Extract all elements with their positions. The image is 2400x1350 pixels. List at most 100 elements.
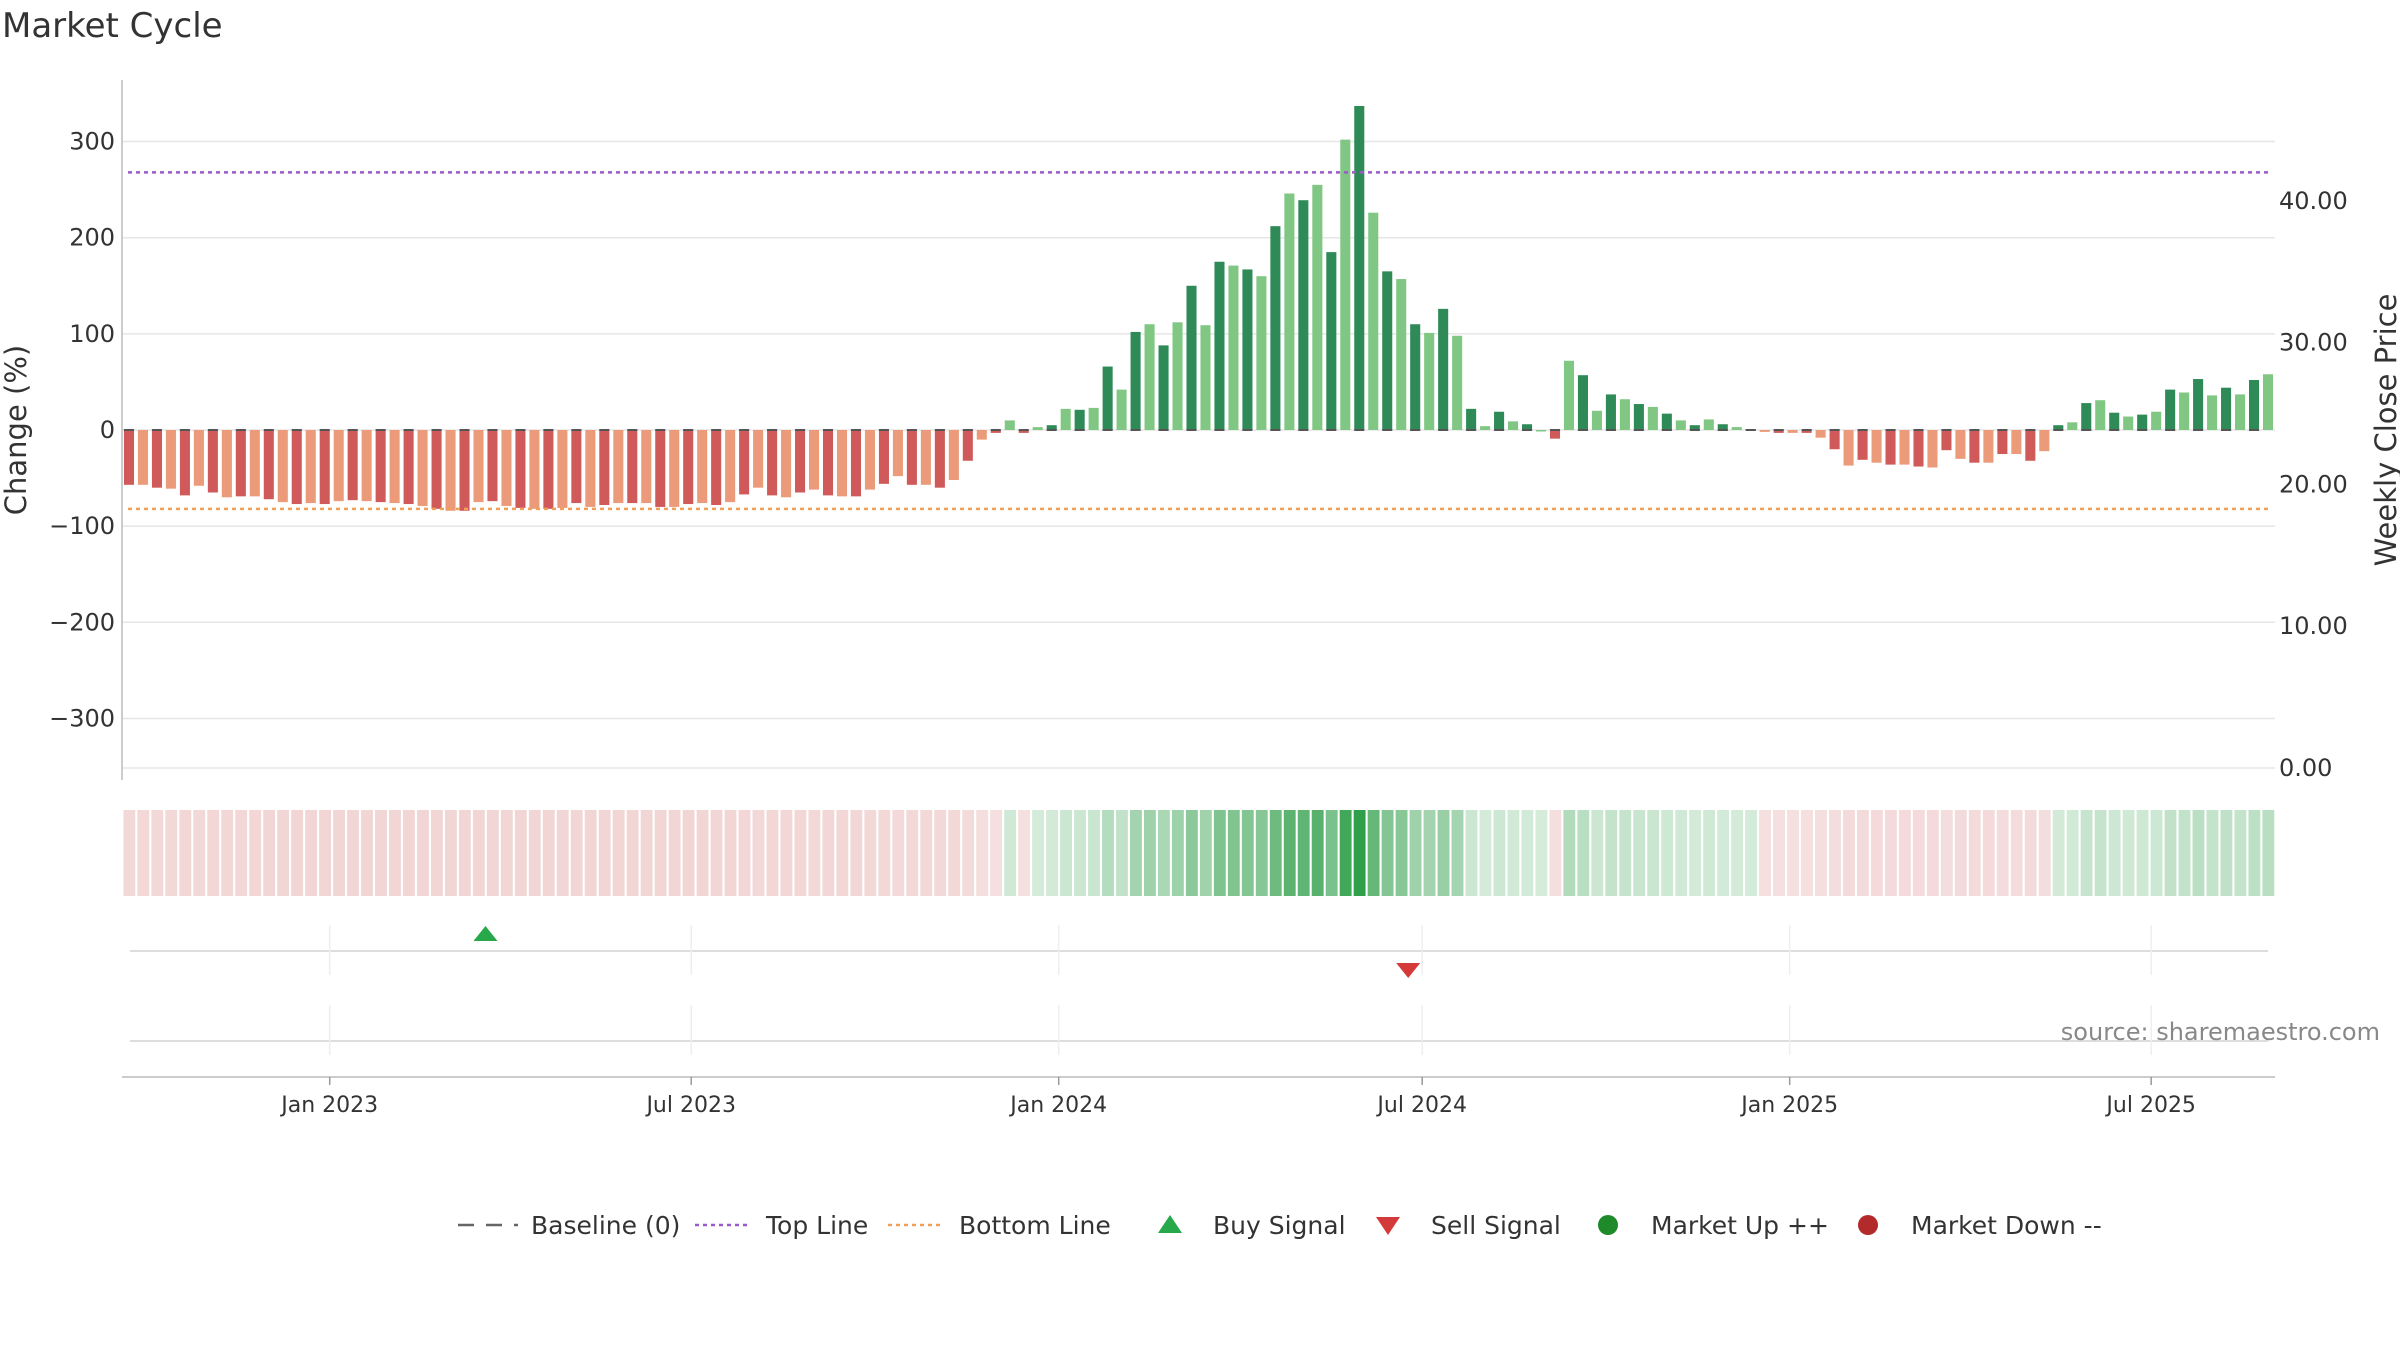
heat-cell — [179, 810, 192, 896]
change-bar — [1563, 360, 1575, 430]
heat-cell — [1703, 810, 1716, 896]
change-bar — [1815, 430, 1826, 438]
change-bar — [1535, 430, 1547, 432]
heat-cell — [1898, 810, 1911, 896]
heat-cell — [1647, 810, 1660, 896]
heat-cell — [389, 810, 401, 896]
axis-layer: 300 200 100 0 −100 −200 −300 40.00 30.00 20.00 10.… — [49, 80, 2348, 782]
y-axis-label-right: Weekly Close Price — [2369, 294, 2400, 567]
heat-cell — [612, 810, 625, 896]
heat-cell — [822, 810, 835, 896]
heat-cell — [1227, 810, 1240, 896]
heat-cell — [528, 810, 541, 896]
heat-cell — [2234, 810, 2247, 896]
heat-cell — [1717, 810, 1730, 896]
heat-cell — [1339, 810, 1352, 896]
change-bar — [767, 430, 778, 496]
heat-cell — [906, 810, 919, 896]
x-tick-label: Jan 2024 — [1008, 1093, 1107, 1118]
heat-cell — [444, 810, 457, 896]
heat-cell — [2066, 810, 2079, 896]
grid-layer — [122, 140, 2275, 769]
heat-cell — [934, 810, 947, 896]
change-bar — [1424, 332, 1435, 430]
change-bar — [2137, 414, 2148, 430]
heat-cell — [948, 810, 961, 896]
change-bar — [1731, 427, 1742, 430]
change-bar — [1200, 325, 1211, 430]
change-bar — [1158, 345, 1169, 430]
heat-cell — [2164, 810, 2177, 896]
change-bar — [2262, 374, 2274, 430]
heat-cell — [794, 810, 807, 896]
change-bar — [1549, 430, 1561, 439]
heat-cell — [1675, 810, 1688, 896]
heat-cell — [542, 810, 555, 896]
change-bar — [920, 430, 931, 485]
bars-layer — [123, 105, 2274, 511]
change-bar — [1438, 308, 1449, 430]
heat-cell — [1745, 810, 1758, 896]
change-bar — [2081, 403, 2092, 430]
change-bar — [1242, 269, 1253, 430]
heat-cell — [1199, 810, 1212, 896]
heat-cell — [2010, 810, 2023, 896]
change-bar — [1857, 430, 1868, 460]
reference-lines — [128, 171, 2270, 511]
change-bar — [655, 430, 666, 507]
heat-cell — [682, 810, 695, 896]
change-bar — [2179, 392, 2190, 430]
change-bar — [1773, 430, 1784, 433]
change-bar — [501, 430, 512, 506]
change-bar — [864, 430, 875, 490]
change-bar — [361, 430, 372, 502]
legend-item: Sell Signal — [1376, 1211, 1561, 1240]
heat-cell — [137, 810, 150, 896]
change-bar — [347, 430, 358, 501]
heat-cell — [1982, 810, 1995, 896]
y-tick-label-left: −300 — [49, 704, 115, 732]
change-bar — [1885, 430, 1896, 465]
change-bar — [850, 430, 862, 497]
change-bar — [2235, 394, 2246, 430]
heat-cell — [1493, 810, 1506, 896]
change-bar — [1186, 285, 1197, 430]
change-bar — [1522, 424, 1533, 430]
heat-cell — [1926, 810, 1939, 896]
heat-cell — [2220, 810, 2233, 896]
change-bar — [962, 430, 973, 461]
x-tick-label: Jan 2023 — [279, 1093, 378, 1118]
change-bar — [613, 430, 624, 504]
heat-cell — [277, 810, 290, 896]
change-bar — [1256, 276, 1267, 430]
heat-cell — [1381, 810, 1394, 896]
change-bar — [753, 430, 764, 488]
heat-cell — [2122, 810, 2135, 896]
change-bar — [1368, 212, 1379, 430]
heat-cell — [598, 810, 611, 896]
legend-item: Bottom Line — [888, 1211, 1111, 1240]
heat-cell — [500, 810, 513, 896]
heat-cell — [1088, 810, 1100, 896]
heat-cell — [375, 810, 387, 896]
change-bar — [1284, 193, 1295, 430]
heat-cell — [333, 810, 345, 896]
change-bar — [1675, 420, 1686, 430]
heat-cell — [1954, 810, 1967, 896]
heat-cell — [976, 810, 989, 896]
y-tick-label-left: −100 — [49, 512, 115, 540]
heat-cell — [1074, 810, 1086, 896]
change-bar — [585, 430, 596, 507]
heat-cell — [1409, 810, 1422, 896]
heat-cell — [1801, 810, 1813, 896]
heat-cell — [1619, 810, 1632, 896]
heat-cell — [1759, 810, 1772, 896]
change-bar — [403, 430, 414, 505]
heat-cell — [472, 810, 485, 896]
heat-cell — [1046, 810, 1058, 896]
change-bar — [1116, 389, 1127, 430]
change-bar — [2067, 422, 2078, 430]
change-bar — [725, 430, 736, 503]
legend-item: Buy Signal — [1158, 1211, 1346, 1240]
change-bar — [1647, 406, 1658, 430]
